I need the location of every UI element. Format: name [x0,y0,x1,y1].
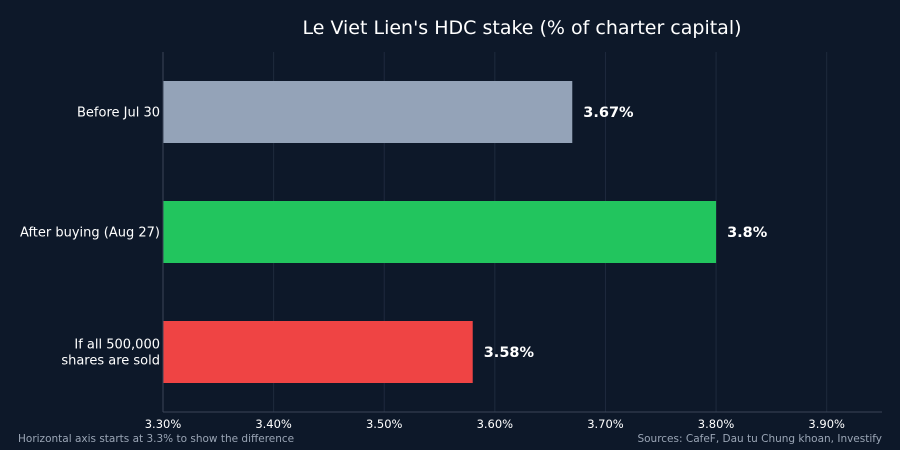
category-label: If all 500,000 shares are sold [61,338,160,369]
chart-title: Le Viet Lien's HDC stake (% of charter c… [302,17,741,39]
category-label: Before Jul 30 [77,106,160,121]
x-tick-label: 3.30% [145,417,182,431]
axis-note: Horizontal axis starts at 3.3% to show t… [18,433,295,445]
bar [163,201,717,263]
bar [163,81,573,143]
bar [163,321,473,383]
category-labels: Before Jul 30 After buying (Aug 27) If all… [20,106,160,369]
bars: 3.67% 3.8% 3.58% [163,81,768,383]
x-tick-label: 3.50% [366,417,403,431]
data-label: 3.58% [484,345,535,361]
x-tick-label: 3.60% [477,417,514,431]
x-tick-label: 3.40% [255,417,292,431]
x-tick-label: 3.80% [698,417,735,431]
data-label: 3.8% [727,225,768,241]
source-note: Sources: CafeF, Dau tu Chung khoan, Inve… [637,433,882,445]
x-tick-label: 3.70% [587,417,624,431]
x-axis: 3.30% 3.40% 3.50% 3.60% 3.70% 3.80% 3.90% [145,52,882,431]
data-label: 3.67% [583,105,634,121]
x-tick-label: 3.90% [808,417,845,431]
category-label: After buying (Aug 27) [20,226,160,241]
